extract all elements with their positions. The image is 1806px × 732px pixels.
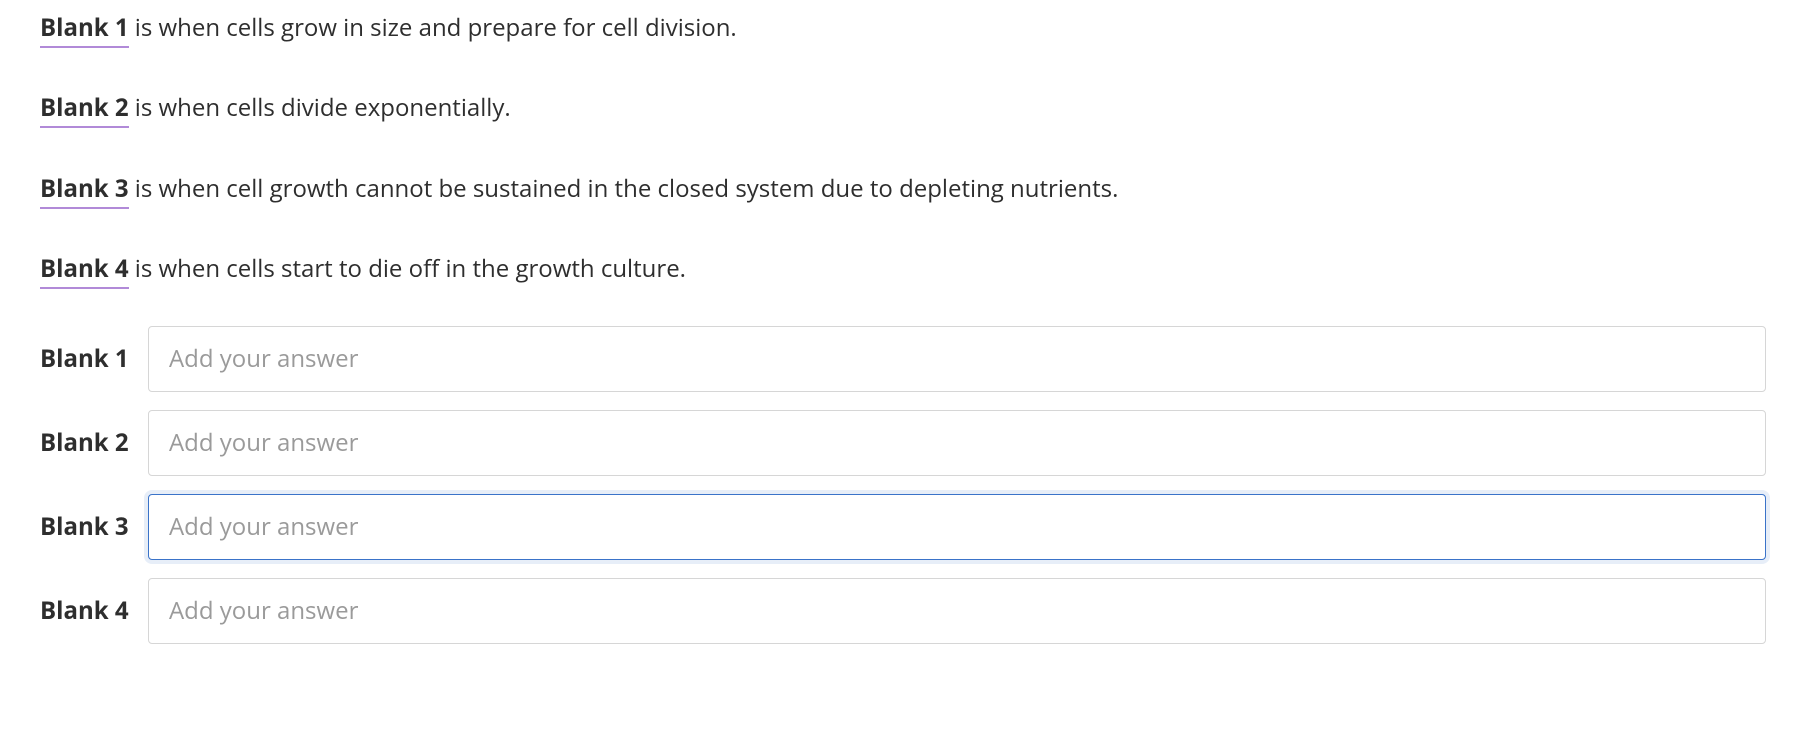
blank-reference-4: Blank 4 xyxy=(40,252,129,289)
answer-label-4: Blank 4 xyxy=(40,594,148,627)
answer-label-1: Blank 1 xyxy=(40,342,148,375)
prompt-text-2: is when cells divide exponentially. xyxy=(129,91,511,124)
blank-reference-3: Blank 3 xyxy=(40,172,129,209)
prompt-line-1: Blank 1 is when cells grow in size and p… xyxy=(40,12,1766,44)
blank-reference-2: Blank 2 xyxy=(40,91,129,128)
prompt-line-2: Blank 2 is when cells divide exponential… xyxy=(40,92,1766,124)
answer-row-1: Blank 1 xyxy=(40,326,1766,392)
answer-input-3[interactable] xyxy=(148,494,1766,560)
blank-reference-1: Blank 1 xyxy=(40,11,129,48)
prompt-line-3: Blank 3 is when cell growth cannot be su… xyxy=(40,173,1766,205)
question-container: Blank 1 is when cells grow in size and p… xyxy=(0,0,1806,644)
answer-label-2: Blank 2 xyxy=(40,426,148,459)
answer-row-3: Blank 3 xyxy=(40,494,1766,560)
answer-label-3: Blank 3 xyxy=(40,510,148,543)
answer-row-2: Blank 2 xyxy=(40,410,1766,476)
prompt-text-4: is when cells start to die off in the gr… xyxy=(129,252,686,285)
answer-section: Blank 1 Blank 2 Blank 3 Blank 4 xyxy=(40,326,1766,644)
answer-input-4[interactable] xyxy=(148,578,1766,644)
prompt-text-1: is when cells grow in size and prepare f… xyxy=(129,11,737,44)
answer-row-4: Blank 4 xyxy=(40,578,1766,644)
prompt-line-4: Blank 4 is when cells start to die off i… xyxy=(40,253,1766,285)
prompt-text-3: is when cell growth cannot be sustained … xyxy=(129,172,1119,205)
answer-input-1[interactable] xyxy=(148,326,1766,392)
answer-input-2[interactable] xyxy=(148,410,1766,476)
